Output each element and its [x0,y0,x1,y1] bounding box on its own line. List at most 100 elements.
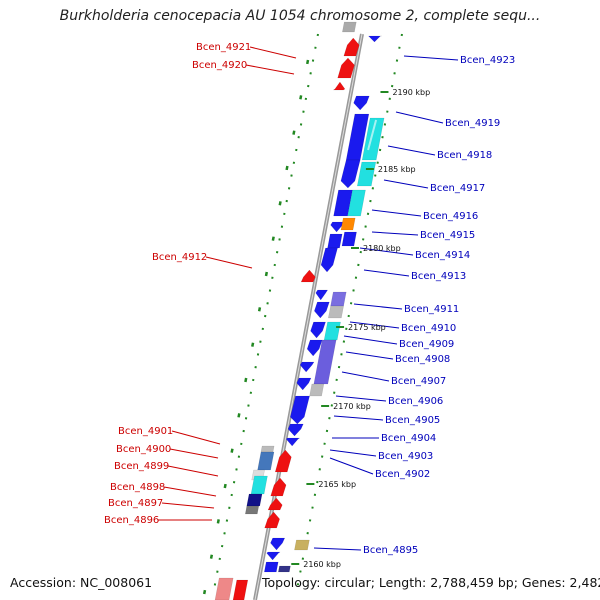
forward-leader-line [249,46,297,59]
reverse-gene-label[interactable]: Bcen_4909 [399,339,454,350]
gene-feature[interactable] [332,81,346,91]
gene-feature[interactable] [315,289,329,301]
gene-feature[interactable] [300,269,316,283]
reverse-gene-label[interactable]: Bcen_4918 [437,150,492,161]
gene-feature[interactable] [337,57,355,79]
gene-feature[interactable] [340,159,361,189]
kbp-tick-label: 2180 kbp [363,244,401,253]
reverse-leader-line [383,179,429,189]
gene-feature[interactable] [266,551,281,561]
reverse-gene-label[interactable]: Bcen_4911 [404,304,459,315]
forward-leader-line [163,486,217,497]
gene-feature[interactable] [260,445,275,453]
reverse-gene-label[interactable]: Bcen_4923 [460,55,515,66]
gene-feature[interactable] [310,321,326,339]
reverse-leader-line [345,351,394,360]
gene-feature[interactable] [313,339,337,385]
reverse-gene-label[interactable]: Bcen_4902 [375,469,430,480]
forward-leader-line [245,64,295,75]
gene-feature[interactable] [296,377,312,391]
reverse-gene-label[interactable]: Bcen_4906 [388,396,443,407]
gene-feature[interactable] [343,37,360,57]
forward-leader-line [167,465,219,477]
reverse-gene-label[interactable]: Bcen_4915 [420,230,475,241]
forward-gene-label[interactable]: Bcen_4912 [152,252,207,263]
gene-track [214,21,385,600]
reverse-leader-line [353,303,403,310]
gene-feature[interactable] [306,339,323,357]
reverse-leader-line [333,415,384,421]
reverse-leader-line [387,145,436,156]
forward-gene-label[interactable]: Bcen_4896 [104,515,159,526]
gene-feature[interactable] [264,561,279,573]
reverse-gene-label[interactable]: Bcen_4913 [411,271,466,282]
forward-gene-label[interactable]: Bcen_4899 [114,461,169,472]
gc-track-left [202,59,310,596]
gene-feature[interactable] [270,537,286,551]
forward-gene-label[interactable]: Bcen_4898 [110,482,165,493]
gene-feature[interactable] [341,231,357,247]
reverse-gene-label[interactable]: Bcen_4908 [395,354,450,365]
gene-feature[interactable] [285,437,301,447]
gene-feature[interactable] [327,233,343,249]
reverse-gene-label[interactable]: Bcen_4917 [430,183,485,194]
gene-feature[interactable] [250,475,268,495]
reverse-gene-label[interactable]: Bcen_4904 [381,433,436,444]
gene-feature[interactable] [328,305,344,319]
reverse-leader-line [371,209,422,217]
reverse-gene-label[interactable]: Bcen_4905 [385,415,440,426]
forward-gene-label[interactable]: Bcen_4901 [118,426,173,437]
gene-feature[interactable] [320,247,338,273]
reverse-gene-label[interactable]: Bcen_4916 [423,211,478,222]
reverse-leader-line [329,457,374,475]
reverse-leader-line [341,371,390,382]
gene-feature[interactable] [246,493,263,507]
reverse-leader-line [329,449,377,457]
gene-feature[interactable] [214,577,234,600]
forward-gene-label[interactable]: Bcen_4900 [116,444,171,455]
gene-feature[interactable] [323,321,341,341]
reverse-gene-label[interactable]: Bcen_4914 [415,250,470,261]
gene-feature[interactable] [353,95,370,111]
gene-feature[interactable] [299,361,315,373]
gene-feature[interactable] [287,423,304,437]
forward-leader-line [169,448,219,459]
gene-labels: Bcen_4921 Bcen_4920 Bcen_4912 Bcen_4901 Bcen… [104,42,515,556]
gene-feature[interactable] [342,21,357,33]
topology-summary: Topology: circular; Length: 2,788,459 bp… [262,575,600,590]
gene-feature[interactable] [340,217,356,231]
gene-feature[interactable] [244,505,260,515]
reverse-leader-line [313,547,362,551]
gene-feature[interactable] [356,161,377,187]
gene-feature[interactable] [267,497,283,511]
reverse-gene-label[interactable]: Bcen_4919 [445,118,500,129]
gene-feature[interactable] [314,301,330,319]
gene-feature[interactable] [309,383,325,397]
gene-feature[interactable] [274,449,292,473]
forward-gene-label[interactable]: Bcen_4920 [192,60,247,71]
forward-gene-label[interactable]: Bcen_4921 [196,42,251,53]
gene-feature[interactable] [270,477,287,497]
gene-feature[interactable] [330,291,347,307]
forward-gene-label[interactable]: Bcen_4897 [108,498,163,509]
gene-feature[interactable] [264,511,280,529]
gene-feature[interactable] [347,189,366,217]
gene-feature[interactable] [290,395,310,425]
kbp-tick-label: 2170 kbp [333,402,371,411]
reverse-gene-label[interactable]: Bcen_4907 [391,376,446,387]
reverse-leader-line [349,321,400,329]
kbp-tick-label: 2165 kbp [318,480,356,489]
gene-feature[interactable] [257,451,275,471]
gene-feature[interactable] [232,579,249,600]
label-leader-lines [158,46,459,551]
forward-leader-line [205,256,253,269]
reverse-gene-label[interactable]: Bcen_4895 [363,545,418,556]
reverse-gene-label[interactable]: Bcen_4903 [378,451,433,462]
gene-feature[interactable] [330,221,345,233]
gene-feature[interactable] [367,35,382,43]
forward-leader-line [171,430,221,445]
gene-feature[interactable] [294,539,310,551]
gene-feature[interactable] [278,565,291,573]
reverse-gene-label[interactable]: Bcen_4910 [401,323,456,334]
